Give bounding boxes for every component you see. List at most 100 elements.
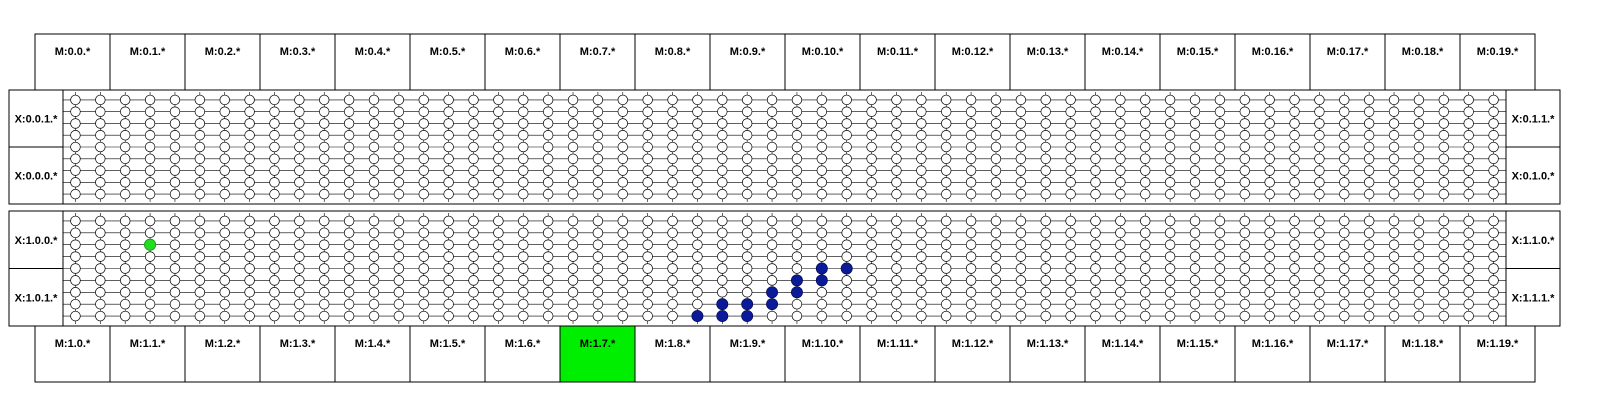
router-node — [493, 251, 504, 262]
upper-mesh-block: X:0.0.1.* X:0.1.1.* X:0.0.0.* X:0.1.0.* — [8, 89, 1561, 205]
router-node — [493, 153, 504, 164]
router-node — [592, 188, 604, 200]
router-node — [1264, 177, 1275, 188]
router-node — [866, 263, 877, 274]
router-node — [816, 130, 827, 141]
router-node — [1040, 239, 1051, 250]
router-node — [343, 310, 355, 322]
router-node — [592, 94, 604, 106]
router-node — [866, 106, 877, 117]
router-node — [791, 298, 803, 310]
router-node — [468, 177, 479, 188]
router-node — [816, 106, 827, 117]
router-node — [891, 165, 902, 176]
router-node — [319, 310, 330, 322]
router-node — [219, 263, 230, 274]
router-node — [319, 188, 330, 200]
top-module-box — [859, 33, 936, 91]
router-node — [1115, 251, 1126, 262]
router-node — [368, 165, 380, 176]
router-node — [244, 153, 255, 164]
router-node — [1488, 215, 1499, 227]
router-node — [1214, 215, 1226, 227]
router-node — [1388, 215, 1400, 227]
router-node — [1040, 298, 1051, 310]
router-node — [1214, 263, 1226, 274]
router-node — [617, 239, 629, 250]
bottom-module-box — [1159, 325, 1236, 383]
router-node — [1488, 287, 1499, 298]
router-node — [418, 118, 429, 129]
bottom-module-4: M:1.4.* — [334, 325, 411, 383]
router-node — [1239, 165, 1250, 176]
router-node — [418, 94, 429, 106]
router-node — [468, 153, 479, 164]
router-node — [70, 153, 81, 164]
top-module-1: M:0.1.* — [109, 33, 186, 91]
router-node — [418, 263, 429, 274]
router-node — [1090, 141, 1101, 153]
router-node — [1264, 275, 1275, 286]
router-node — [95, 310, 106, 322]
router-node — [891, 188, 902, 200]
top-module-box — [34, 33, 111, 91]
router-node — [791, 310, 803, 322]
router-node — [766, 130, 778, 141]
router-node — [841, 153, 852, 164]
router-node — [120, 177, 131, 188]
router-node — [443, 94, 454, 106]
bottom-module-11: M:1.11.* — [859, 325, 936, 383]
router-node — [717, 239, 728, 250]
router-node — [692, 239, 703, 250]
router-node — [965, 275, 977, 286]
router-node — [1090, 275, 1101, 286]
path-node — [840, 262, 853, 275]
router-node — [567, 251, 579, 262]
router-node — [144, 118, 156, 129]
router-node — [1363, 215, 1375, 227]
router-node — [1289, 239, 1300, 250]
router-node — [518, 141, 529, 153]
router-node — [418, 215, 429, 227]
top-module-box — [1309, 33, 1386, 91]
router-node — [1363, 177, 1375, 188]
router-node — [194, 106, 206, 117]
router-node — [1065, 177, 1076, 188]
router-node — [866, 298, 877, 310]
top-module-label: M:0.9.* — [730, 46, 766, 58]
router-node — [1115, 165, 1126, 176]
router-node — [841, 106, 852, 117]
router-node — [343, 287, 355, 298]
router-node — [393, 227, 405, 239]
router-node — [393, 263, 405, 274]
router-node — [95, 106, 106, 117]
router-node — [443, 130, 454, 141]
bottom-module-label: M:1.16.* — [1252, 338, 1294, 350]
router-node — [1214, 94, 1226, 106]
router-node — [269, 118, 280, 129]
router-node — [990, 177, 1002, 188]
router-node — [1314, 153, 1325, 164]
router-node — [841, 239, 852, 250]
router-node — [393, 310, 405, 322]
router-node — [1164, 287, 1176, 298]
router-node — [1239, 188, 1250, 200]
router-node — [144, 141, 156, 153]
router-node — [294, 227, 305, 239]
router-node — [692, 188, 703, 200]
router-node — [194, 118, 206, 129]
router-node — [319, 275, 330, 286]
top-module-label: M:0.11.* — [877, 46, 919, 58]
router-node — [1363, 130, 1375, 141]
router-node — [1264, 153, 1275, 164]
router-node — [1438, 177, 1449, 188]
router-node — [418, 177, 429, 188]
router-node — [343, 251, 355, 262]
router-node — [891, 177, 902, 188]
router-node — [70, 251, 81, 262]
router-node — [493, 177, 504, 188]
router-node — [741, 130, 753, 141]
router-node — [368, 118, 380, 129]
router-node — [120, 188, 131, 200]
router-node — [1090, 177, 1101, 188]
